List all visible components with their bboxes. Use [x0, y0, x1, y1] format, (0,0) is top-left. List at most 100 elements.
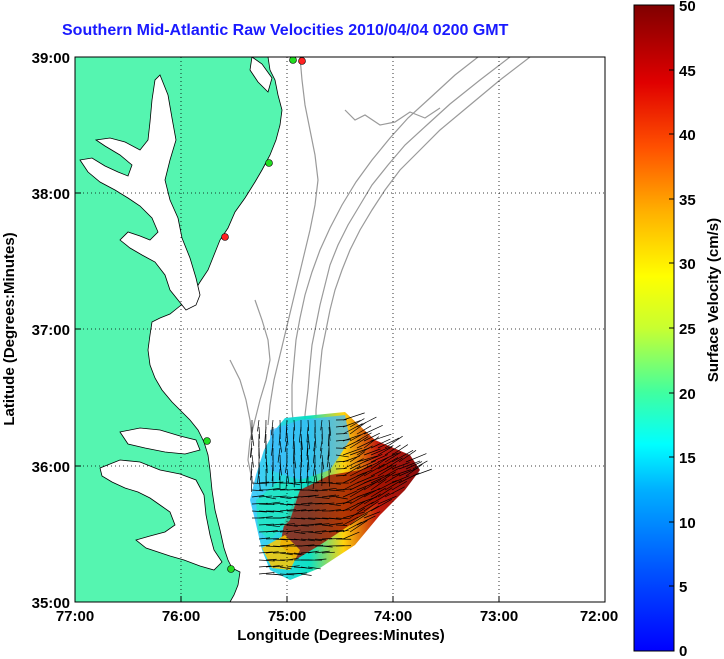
- colorbar-tick-label: 15: [679, 450, 696, 467]
- velocity-vector: [300, 433, 303, 450]
- velocity-vector: [377, 457, 399, 470]
- velocity-vector: [384, 435, 403, 449]
- velocity-vector: [327, 447, 330, 460]
- velocity-vector: [270, 419, 274, 436]
- velocity-vector: [319, 440, 323, 452]
- velocity-vector: [320, 419, 323, 431]
- velocity-vector: [265, 551, 279, 554]
- velocity-vector: [321, 502, 335, 505]
- colorbar-tick-label: 35: [679, 192, 696, 209]
- velocity-vector: [251, 433, 255, 447]
- velocity-vector: [384, 467, 400, 477]
- velocity-vector: [265, 461, 268, 474]
- velocity-vector: [306, 461, 309, 473]
- velocity-vector: [293, 552, 305, 555]
- velocity-vector: [258, 565, 272, 568]
- velocity-vector: [265, 530, 278, 533]
- velocity-vector: [272, 538, 288, 541]
- velocity-vector: [293, 538, 306, 542]
- velocity-vector: [300, 544, 315, 547]
- velocity-vector: [314, 496, 330, 499]
- velocity-vector: [293, 517, 306, 520]
- velocity-vector: [272, 545, 288, 548]
- velocity-vector: [391, 462, 410, 470]
- velocity-vector: [265, 487, 281, 491]
- velocity-vector: [293, 440, 296, 456]
- velocity-vector: [264, 426, 267, 443]
- velocity-vector: [286, 538, 298, 541]
- station-marker: [227, 565, 235, 573]
- station-marker: [298, 57, 306, 65]
- velocity-vector: [279, 440, 282, 453]
- velocity-vector: [349, 501, 365, 512]
- velocity-vector: [356, 501, 374, 512]
- velocity-vector: [272, 495, 287, 498]
- velocity-vector: [405, 453, 427, 463]
- velocity-vector: [307, 494, 319, 498]
- velocity-vector: [272, 523, 284, 526]
- velocity-vector: [328, 522, 344, 526]
- velocity-vector: [279, 573, 295, 576]
- velocity-vector: [342, 472, 365, 484]
- velocity-vector: [286, 557, 299, 561]
- map-grid: [75, 57, 605, 602]
- velocity-vector: [356, 445, 373, 456]
- velocity-vector: [363, 436, 380, 449]
- velocity-vector: [327, 433, 330, 447]
- velocity-vector: [391, 469, 412, 477]
- velocity-vector: [319, 447, 323, 459]
- velocity-vector: [251, 510, 267, 513]
- velocity-vector: [356, 460, 377, 470]
- velocity-vector: [258, 523, 274, 526]
- velocity-vector: [312, 447, 316, 464]
- velocity-vector: [278, 468, 281, 480]
- colorbar-label: Surface Velocity (cm/s): [705, 218, 722, 382]
- colorbar-tick-labels: 50 45 40 35 30 25 20 15 10 5 0: [679, 0, 696, 659]
- velocity-vector: [335, 439, 352, 442]
- velocity-vector: [300, 509, 314, 512]
- velocity-vector: [257, 419, 260, 432]
- x-axis-label: Longitude (Degrees:Minutes): [237, 627, 445, 644]
- velocity-vector: [293, 524, 309, 527]
- colorbar-tick-label: 45: [679, 63, 696, 80]
- velocity-vector: [342, 490, 358, 498]
- velocity-vector: [285, 475, 288, 490]
- y-tick-label: 36:00: [32, 459, 70, 476]
- velocity-vector: [335, 509, 351, 512]
- colorbar-tick-label: 5: [679, 579, 687, 596]
- velocity-vector: [307, 502, 323, 505]
- velocity-vector: [398, 472, 420, 484]
- velocity-vector: [286, 529, 301, 533]
- velocity-vector: [356, 475, 375, 484]
- y-axis-ticks: 39:00 38:00 37:00 36:00 35:00: [32, 50, 70, 612]
- velocity-vector: [391, 475, 410, 484]
- velocity-vector: [335, 454, 349, 458]
- colorbar-ticks: [669, 4, 674, 587]
- velocity-vector: [272, 502, 284, 505]
- velocity-vector: [258, 544, 270, 547]
- velocity-vector: [307, 550, 319, 554]
- velocity-vector: [363, 432, 380, 442]
- velocity-vector: [271, 440, 274, 456]
- x-axis-ticks: 77:00 76:00 75:00 74:00 73:00 72:00: [56, 608, 618, 625]
- velocity-vector: [349, 436, 369, 449]
- velocity-vector: [300, 573, 312, 576]
- velocity-vector: [356, 416, 377, 428]
- velocity-vector: [257, 468, 260, 484]
- velocity-vector: [314, 558, 327, 561]
- velocity-vector: [307, 433, 311, 450]
- velocity-vector: [272, 565, 284, 568]
- velocity-vector: [342, 516, 359, 526]
- velocity-vector: [307, 566, 321, 570]
- velocity-vector: [342, 495, 360, 505]
- velocity-vector: [314, 433, 317, 448]
- colorbar-tick-label: 0: [679, 643, 687, 659]
- velocity-vector: [250, 447, 253, 459]
- velocity-vector: [313, 440, 316, 452]
- velocity-vector: [342, 420, 361, 428]
- velocity-vector: [293, 503, 310, 506]
- velocity-vector: [370, 454, 388, 463]
- velocity-vector: [258, 559, 275, 562]
- y-tick-label: 35:00: [32, 595, 70, 612]
- velocity-vector: [391, 481, 407, 491]
